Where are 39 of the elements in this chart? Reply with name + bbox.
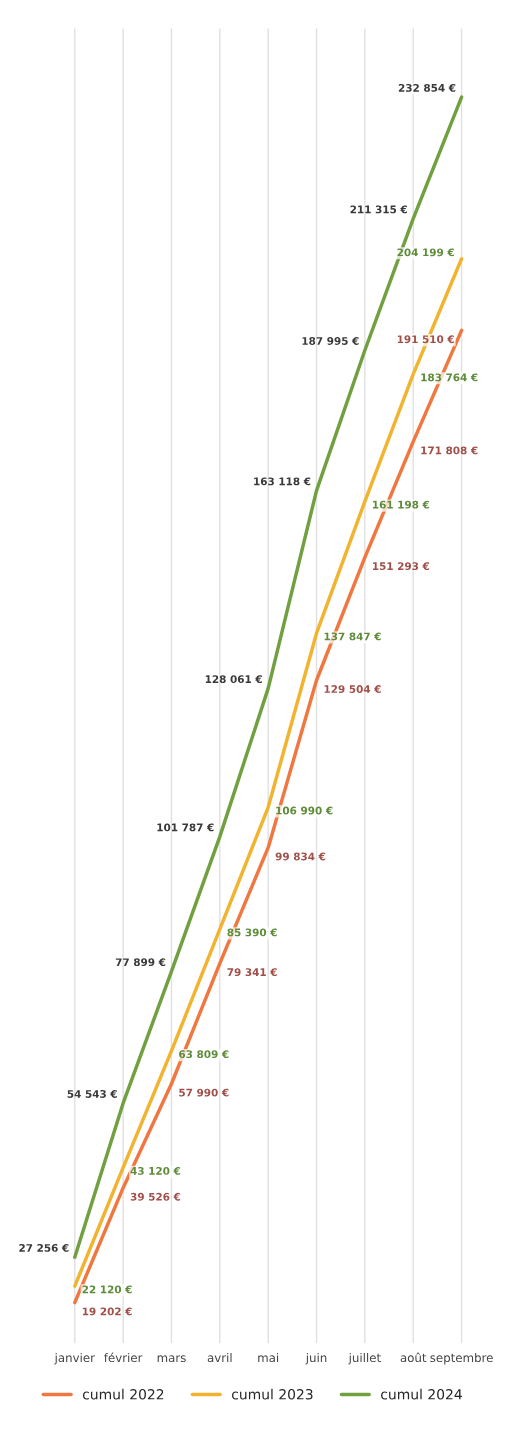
- data-label: 163 118 €: [254, 477, 311, 486]
- x-tick-label: mai: [258, 1352, 279, 1363]
- data-label: 57 990 €: [179, 1088, 229, 1097]
- x-tick-label: février: [104, 1352, 143, 1363]
- data-label: 27 256 €: [19, 1243, 69, 1252]
- data-label: 101 787 €: [157, 823, 214, 832]
- data-label: 54 543 €: [67, 1090, 117, 1098]
- x-tick-label: septembre: [430, 1352, 493, 1365]
- data-label: 39 526 €: [130, 1192, 181, 1201]
- data-label: 79 341 €: [227, 968, 277, 977]
- x-tick-label: juin: [305, 1352, 327, 1365]
- x-tick-label: août: [400, 1352, 427, 1363]
- data-label: 204 199 €: [397, 248, 454, 257]
- data-label: 191 510 €: [397, 335, 454, 344]
- x-tick-label: mars: [157, 1355, 186, 1363]
- data-label: 171 808 €: [421, 446, 478, 455]
- data-label: 19 202 €: [82, 1307, 132, 1316]
- legend-label: cumul 2023: [232, 1388, 313, 1400]
- data-label: 137 847 €: [324, 632, 381, 641]
- data-label: 63 809 €: [179, 1050, 229, 1059]
- x-tick-label: janvier: [54, 1352, 95, 1365]
- legend-label: cumul 2024: [381, 1388, 462, 1400]
- data-label: 232 854 €: [398, 83, 456, 92]
- data-label: 43 120 €: [130, 1166, 181, 1175]
- data-label: 151 293 €: [373, 562, 430, 571]
- data-label: 211 315 €: [350, 205, 407, 214]
- data-label: 99 834 €: [275, 852, 326, 861]
- data-label: 22 120 €: [82, 1285, 132, 1294]
- data-label: 183 764 €: [421, 373, 478, 382]
- legend-label: cumul 2022: [82, 1388, 164, 1400]
- data-label: 129 504 €: [324, 685, 381, 693]
- data-label: 77 899 €: [115, 958, 166, 967]
- data-label: 161 198 €: [373, 500, 430, 509]
- data-label: 128 061 €: [205, 675, 262, 684]
- data-label: 85 390 €: [227, 928, 277, 937]
- data-label: 106 990 €: [276, 806, 333, 815]
- x-tick-label: avril: [207, 1352, 232, 1363]
- x-tick-label: juillet: [348, 1352, 381, 1365]
- data-label: 187 995 €: [302, 337, 359, 345]
